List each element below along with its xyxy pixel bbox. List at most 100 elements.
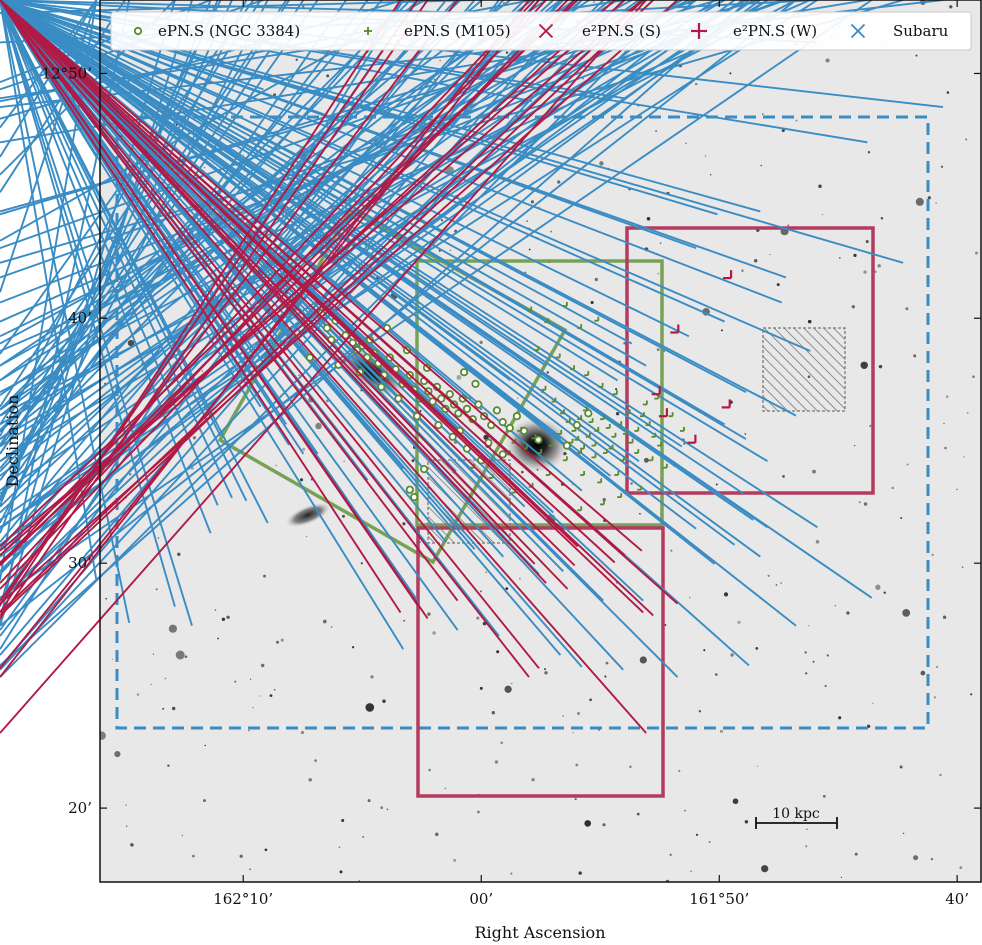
- star: [184, 655, 188, 658]
- star: [656, 348, 660, 352]
- star: [315, 422, 322, 430]
- star: [851, 305, 855, 309]
- star: [690, 870, 692, 872]
- star: [519, 577, 521, 580]
- data-point: [512, 412, 522, 421]
- star: [524, 271, 527, 274]
- data-point: [598, 382, 604, 388]
- star: [927, 196, 931, 200]
- star: [521, 470, 524, 474]
- star: [704, 155, 707, 157]
- star: [869, 424, 872, 428]
- data-point: [0, 0, 797, 417]
- star: [669, 853, 672, 856]
- legend-marker: [133, 26, 143, 36]
- star: [787, 224, 790, 227]
- data-point: [617, 493, 623, 499]
- star: [815, 540, 820, 544]
- star: [808, 625, 810, 627]
- star: [775, 584, 778, 586]
- star: [782, 475, 785, 478]
- star: [863, 502, 868, 506]
- star: [710, 174, 712, 176]
- star: [838, 716, 842, 720]
- data-point: [634, 426, 640, 432]
- star: [966, 412, 969, 414]
- star: [902, 609, 911, 617]
- y-tick-label: 20’: [68, 799, 92, 817]
- star: [528, 248, 531, 251]
- star: [863, 270, 867, 274]
- data-point: [584, 371, 590, 377]
- star: [155, 588, 158, 591]
- star: [946, 91, 950, 94]
- data-point: [580, 471, 585, 476]
- data-point: [625, 409, 631, 415]
- axis-ticks: 162°10’ 00’ 161°50’ 40’ 12°50’ 40’ 30’ 20’: [42, 0, 981, 908]
- star: [762, 113, 764, 115]
- data-point: [577, 415, 583, 421]
- star: [302, 447, 306, 451]
- data-point: [612, 390, 618, 396]
- star: [767, 574, 770, 577]
- data-point: [577, 449, 583, 454]
- data-point: [565, 418, 571, 424]
- star: [298, 374, 300, 377]
- star: [111, 658, 113, 660]
- star: [360, 562, 363, 565]
- data-point: [597, 478, 603, 484]
- star: [411, 459, 415, 463]
- star: [105, 597, 108, 600]
- star: [824, 684, 827, 688]
- star: [949, 5, 953, 9]
- data-point: [405, 485, 414, 494]
- star: [226, 615, 230, 620]
- data-point: [0, 0, 647, 367]
- star: [299, 478, 304, 482]
- star: [275, 464, 278, 467]
- series-2: [0, 0, 679, 734]
- star: [126, 825, 128, 827]
- star: [234, 680, 237, 683]
- star: [263, 574, 266, 578]
- star: [162, 707, 165, 710]
- star: [546, 371, 549, 374]
- x-tick-label: 00’: [469, 890, 493, 908]
- star: [572, 732, 574, 734]
- series-3: [651, 270, 733, 444]
- star: [732, 798, 739, 805]
- data-point: [668, 412, 674, 418]
- legend-label: e²PN.S (W): [733, 22, 817, 40]
- data-point: [557, 429, 563, 435]
- data-point: [570, 365, 575, 371]
- star: [875, 584, 881, 590]
- star: [840, 876, 843, 879]
- star: [804, 651, 807, 654]
- star: [491, 711, 495, 715]
- star: [339, 870, 343, 874]
- star: [550, 230, 553, 233]
- data-point: [568, 438, 574, 444]
- star: [594, 277, 598, 282]
- star: [883, 591, 886, 594]
- star: [130, 843, 134, 847]
- star: [846, 611, 850, 615]
- star: [694, 82, 698, 86]
- star: [128, 472, 132, 476]
- data-point: [488, 474, 494, 479]
- data-point: [582, 406, 588, 412]
- star: [961, 566, 964, 569]
- data-point: [437, 394, 446, 403]
- data-point: [594, 316, 600, 322]
- star: [753, 258, 758, 263]
- legend-entry: ePN.S (NGC 3384): [133, 22, 300, 40]
- star: [157, 536, 160, 539]
- star: [821, 214, 824, 216]
- legend-marker: [691, 23, 707, 39]
- star: [239, 854, 243, 858]
- star: [479, 340, 483, 345]
- data-point: [634, 449, 640, 454]
- star: [592, 1, 595, 4]
- data-point: [584, 409, 593, 418]
- data-point: [0, 0, 429, 619]
